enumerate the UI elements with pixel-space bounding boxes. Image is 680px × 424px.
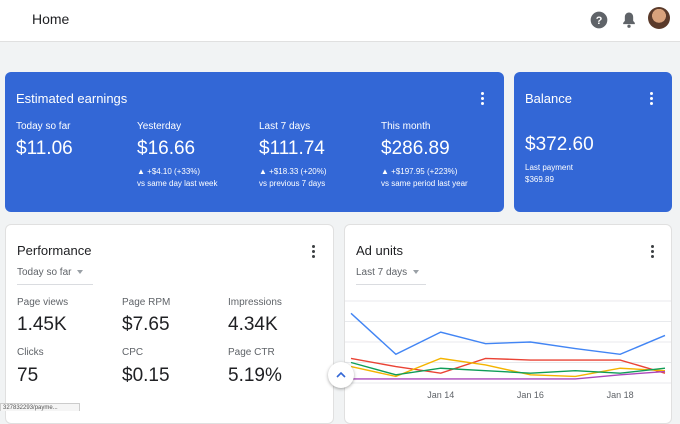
last-payment-value: $369.89	[525, 175, 554, 184]
balance-value: $372.60	[525, 134, 594, 155]
chevron-up-icon	[336, 371, 346, 378]
browser-status-bar: 327832293/payme...	[0, 403, 80, 411]
earnings-label-month: This month	[381, 121, 431, 132]
earnings-compare-yesterday: vs same day last week	[137, 179, 218, 188]
dropdown-caret-icon	[77, 270, 84, 275]
top-app-bar: Home ?	[0, 0, 680, 42]
more-vert-icon[interactable]	[650, 92, 654, 107]
balance-title: Balance	[525, 91, 572, 106]
ad-units-chart: Jan 14 Jan 16 Jan 18	[345, 300, 671, 400]
chart-series-line-1	[350, 312, 666, 356]
chart-series-line-4	[350, 361, 666, 376]
metric-label-impressions: Impressions	[228, 297, 282, 308]
chart-x-tick-label: Jan 16	[517, 390, 544, 400]
earnings-compare-month: vs same period last year	[381, 179, 468, 188]
performance-title: Performance	[17, 243, 92, 258]
more-vert-icon[interactable]	[651, 245, 655, 260]
metric-value-clicks: 75	[17, 365, 39, 386]
metric-label-clicks: Clicks	[17, 347, 44, 358]
metric-value-impressions: 4.34K	[228, 314, 278, 335]
metric-label-cpc: CPC	[122, 347, 144, 358]
metric-label-page-views: Page views	[17, 297, 69, 308]
chart-series-line-2	[350, 357, 666, 374]
earnings-value-today: $11.06	[16, 138, 73, 159]
chart-x-tick-label: Jan 18	[607, 390, 634, 400]
estimated-earnings-title: Estimated earnings	[16, 91, 128, 106]
dropdown-caret-icon	[413, 270, 420, 275]
estimated-earnings-card: Estimated earnings Today so far $11.06 Y…	[5, 72, 504, 212]
earnings-delta-month: ▲ +$197.95 (+223%)	[381, 167, 458, 176]
last-payment-label: Last payment	[525, 163, 574, 172]
earnings-label-last7: Last 7 days	[259, 121, 311, 132]
ad-units-card: Ad units Last 7 days Jan 14 Jan 16 Jan 18	[344, 224, 672, 424]
ad-units-period-dropdown[interactable]: Last 7 days	[356, 267, 426, 285]
earnings-label-yesterday: Yesterday	[137, 121, 182, 132]
balance-card: Balance $372.60 Last payment $369.89	[514, 72, 672, 212]
performance-period-value: Today so far	[17, 267, 72, 278]
chart-x-tick-label: Jan 14	[427, 390, 454, 400]
scroll-top-button[interactable]	[328, 362, 354, 388]
earnings-value-last7: $111.74	[259, 138, 325, 159]
earnings-compare-last7: vs previous 7 days	[259, 179, 326, 188]
svg-text:?: ?	[596, 15, 603, 27]
earnings-value-month: $286.89	[381, 138, 450, 159]
metric-value-page-views: 1.45K	[17, 314, 67, 335]
performance-period-dropdown[interactable]: Today so far	[17, 267, 93, 285]
more-vert-icon[interactable]	[481, 92, 485, 107]
ad-units-title: Ad units	[356, 243, 403, 258]
more-vert-icon[interactable]	[312, 245, 316, 260]
earnings-label-today: Today so far	[16, 121, 71, 132]
bell-icon[interactable]	[619, 10, 639, 30]
earnings-value-yesterday: $16.66	[137, 138, 196, 159]
earnings-delta-yesterday: ▲ +$4.10 (+33%)	[137, 167, 201, 176]
metric-value-cpc: $0.15	[122, 365, 170, 386]
metric-value-page-rpm: $7.65	[122, 314, 170, 335]
performance-card: Performance Today so far Page views 1.45…	[5, 224, 334, 424]
earnings-delta-last7: ▲ +$18.33 (+20%)	[259, 167, 327, 176]
metric-value-page-ctr: 5.19%	[228, 365, 282, 386]
help-icon[interactable]: ?	[589, 10, 609, 30]
page-title: Home	[32, 11, 70, 27]
metric-label-page-rpm: Page RPM	[122, 297, 171, 308]
metric-label-page-ctr: Page CTR	[228, 347, 275, 358]
chart-series-line-5	[351, 370, 666, 380]
avatar[interactable]	[648, 7, 670, 29]
ad-units-period-value: Last 7 days	[356, 267, 408, 278]
